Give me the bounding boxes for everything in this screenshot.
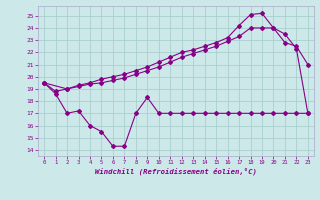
- X-axis label: Windchill (Refroidissement éolien,°C): Windchill (Refroidissement éolien,°C): [95, 168, 257, 175]
